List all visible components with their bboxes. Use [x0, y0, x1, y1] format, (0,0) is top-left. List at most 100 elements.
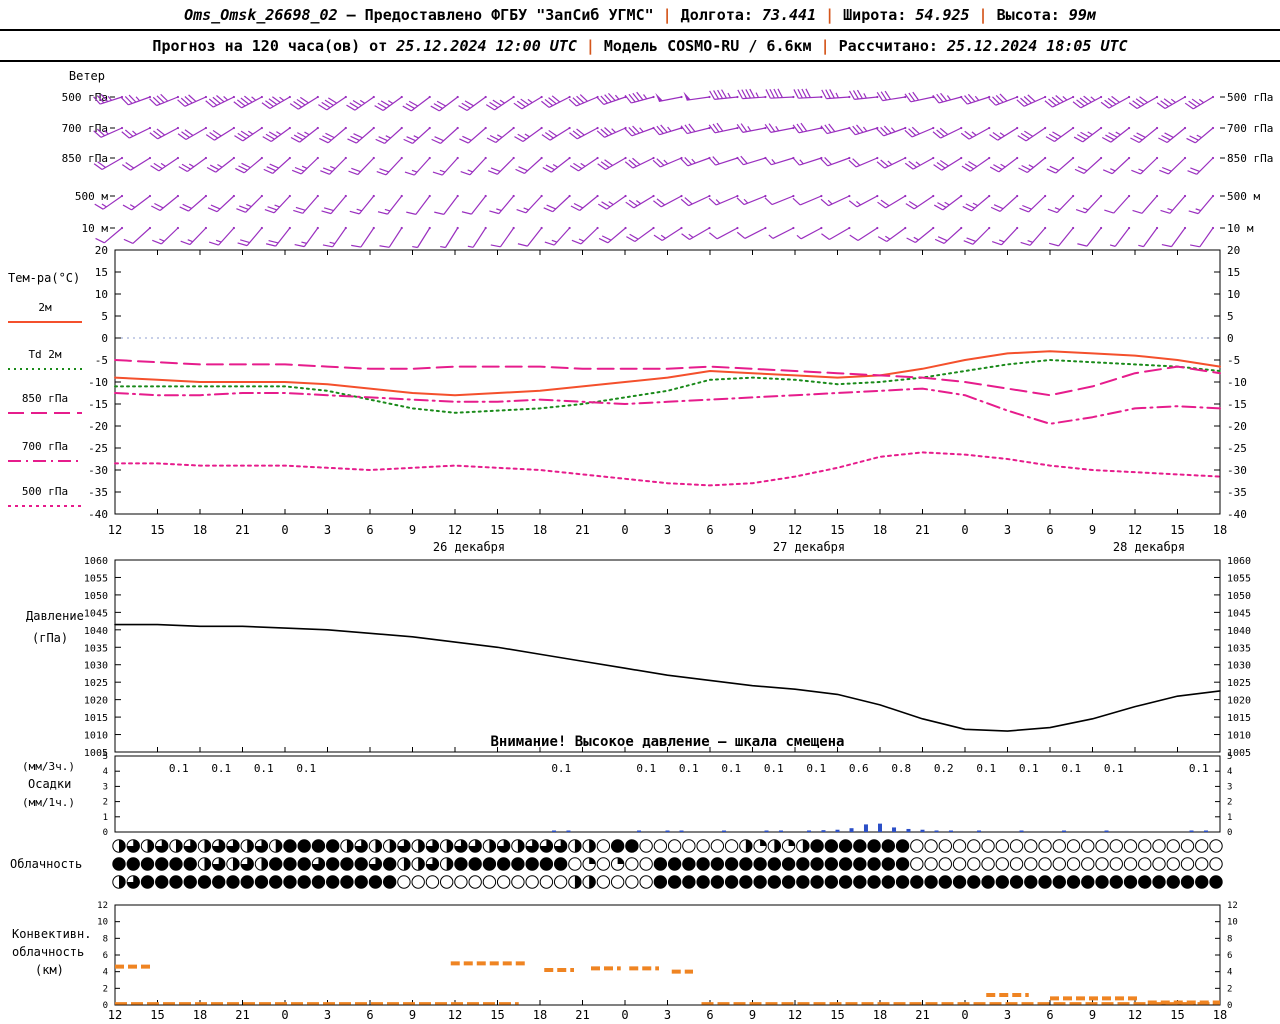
- wind-barb: [708, 122, 739, 134]
- conv-ytick-label-right: 8: [1227, 934, 1232, 944]
- barb-feather: [240, 97, 249, 105]
- bottom-hour-label: 15: [830, 1008, 844, 1022]
- wind-barb: [765, 88, 795, 99]
- barb-feather: [543, 207, 554, 213]
- barb-station-dot: [820, 226, 823, 230]
- wind-barb: [177, 94, 208, 107]
- barb-feather: [1076, 99, 1085, 107]
- barb-half-feather: [551, 239, 558, 243]
- barb-feather: [937, 236, 948, 242]
- barb-half-feather: [863, 93, 867, 99]
- wind-barb: [792, 156, 823, 166]
- barb-feather: [904, 129, 913, 138]
- barb-feather: [262, 136, 272, 143]
- cloud-cover-fill: [261, 857, 268, 871]
- barb-feather: [379, 245, 390, 248]
- cloud-cover-symbol: [1180, 839, 1195, 853]
- barb-feather: [624, 128, 633, 137]
- barb-feather: [940, 159, 949, 167]
- barb-station-dot: [260, 95, 263, 99]
- barb-shaft: [800, 227, 822, 240]
- wind-barb: [516, 194, 543, 214]
- barb-half-feather: [440, 245, 446, 249]
- barb-feather: [740, 155, 748, 164]
- precip-ytick-label-left: 5: [103, 752, 108, 762]
- barb-feather: [960, 96, 968, 105]
- barb-feather: [297, 132, 307, 138]
- bottom-hour-label: 15: [150, 1008, 164, 1022]
- cloud-cover-fill: [375, 839, 382, 853]
- wind-barb: [461, 194, 487, 215]
- barb-station-dot: [1100, 95, 1103, 99]
- cloud-cover-symbol: [781, 857, 796, 871]
- barb-feather: [349, 210, 360, 215]
- cloud-cover-symbol: [1195, 839, 1209, 853]
- barb-station-dot: [1127, 126, 1131, 130]
- cloud-cover-symbol: [810, 857, 824, 871]
- barb-station-dot: [904, 95, 907, 99]
- barb-feather: [624, 94, 632, 104]
- barb-station-dot: [1127, 226, 1131, 230]
- barb-station-dot: [624, 126, 627, 130]
- barb-station-dot: [1100, 156, 1103, 160]
- barb-station-dot: [1044, 156, 1047, 160]
- hour-label: 3: [324, 523, 331, 537]
- temp-ytick-label-left: -5: [95, 354, 108, 367]
- barb-half-feather: [1054, 207, 1061, 211]
- bottom-hour-label: 0: [281, 1008, 288, 1022]
- barb-half-feather: [1062, 96, 1068, 101]
- barb-station-dot: [820, 194, 823, 198]
- barb-feather: [208, 98, 218, 106]
- hour-label: 12: [108, 523, 122, 537]
- wind-barb: [764, 156, 795, 166]
- barb-half-feather: [1115, 131, 1121, 136]
- wind-barb: [515, 156, 543, 174]
- bottom-hour-label: 9: [409, 1008, 416, 1022]
- cloud-cover-symbol: [1109, 875, 1123, 889]
- barb-feather: [908, 128, 917, 136]
- wind-level-label-right: 500 м: [1227, 190, 1260, 203]
- barb-half-feather: [663, 159, 669, 165]
- barb-feather: [237, 242, 248, 247]
- wind-barb: [487, 156, 515, 175]
- barb-feather: [1049, 165, 1060, 172]
- barb-feather: [821, 233, 830, 240]
- barb-feather: [182, 203, 192, 210]
- barb-station-dot: [372, 156, 375, 160]
- cloud-cover-symbol: [1138, 857, 1152, 871]
- wind-barb: [569, 156, 599, 172]
- wind-barb: [904, 156, 935, 170]
- cloud-cover-fill: [454, 839, 468, 853]
- cloud-cover-symbol: [952, 875, 967, 889]
- precip-3h-value: 0.1: [721, 762, 741, 775]
- cloud-cover-symbol: [639, 875, 653, 889]
- cloud-cover-symbol: [810, 839, 824, 853]
- wind-barb: [94, 194, 124, 210]
- barb-feather: [1107, 97, 1117, 105]
- barb-half-feather: [104, 129, 109, 135]
- barb-half-feather: [755, 92, 759, 98]
- wind-barb: [1138, 226, 1159, 248]
- barb-shaft: [857, 227, 878, 242]
- cloud-cover-symbol: [995, 857, 1009, 871]
- barb-feather: [596, 96, 605, 105]
- barb-station-dot: [1100, 194, 1103, 198]
- cloud-cover-symbol: [1180, 857, 1195, 871]
- barb-feather: [856, 124, 864, 133]
- wind-barb: [237, 226, 263, 247]
- barb-station-dot: [652, 194, 655, 198]
- cloud-cover-fill: [426, 857, 439, 871]
- barb-feather: [569, 165, 579, 172]
- barb-feather: [740, 123, 748, 132]
- wind-barb: [404, 156, 431, 176]
- barb-station-dot: [876, 156, 879, 160]
- wind-barb: [1184, 95, 1215, 110]
- temp-ytick-label-right: -5: [1227, 354, 1240, 367]
- cloud-cover-fill: [745, 839, 753, 853]
- barb-station-dot: [1155, 95, 1159, 99]
- wind-barb: [991, 226, 1019, 246]
- pressure-ytick-label-left: 1050: [84, 591, 108, 602]
- barb-half-feather: [132, 130, 137, 136]
- barb-half-feather: [835, 92, 839, 99]
- wind-barb: [486, 126, 515, 144]
